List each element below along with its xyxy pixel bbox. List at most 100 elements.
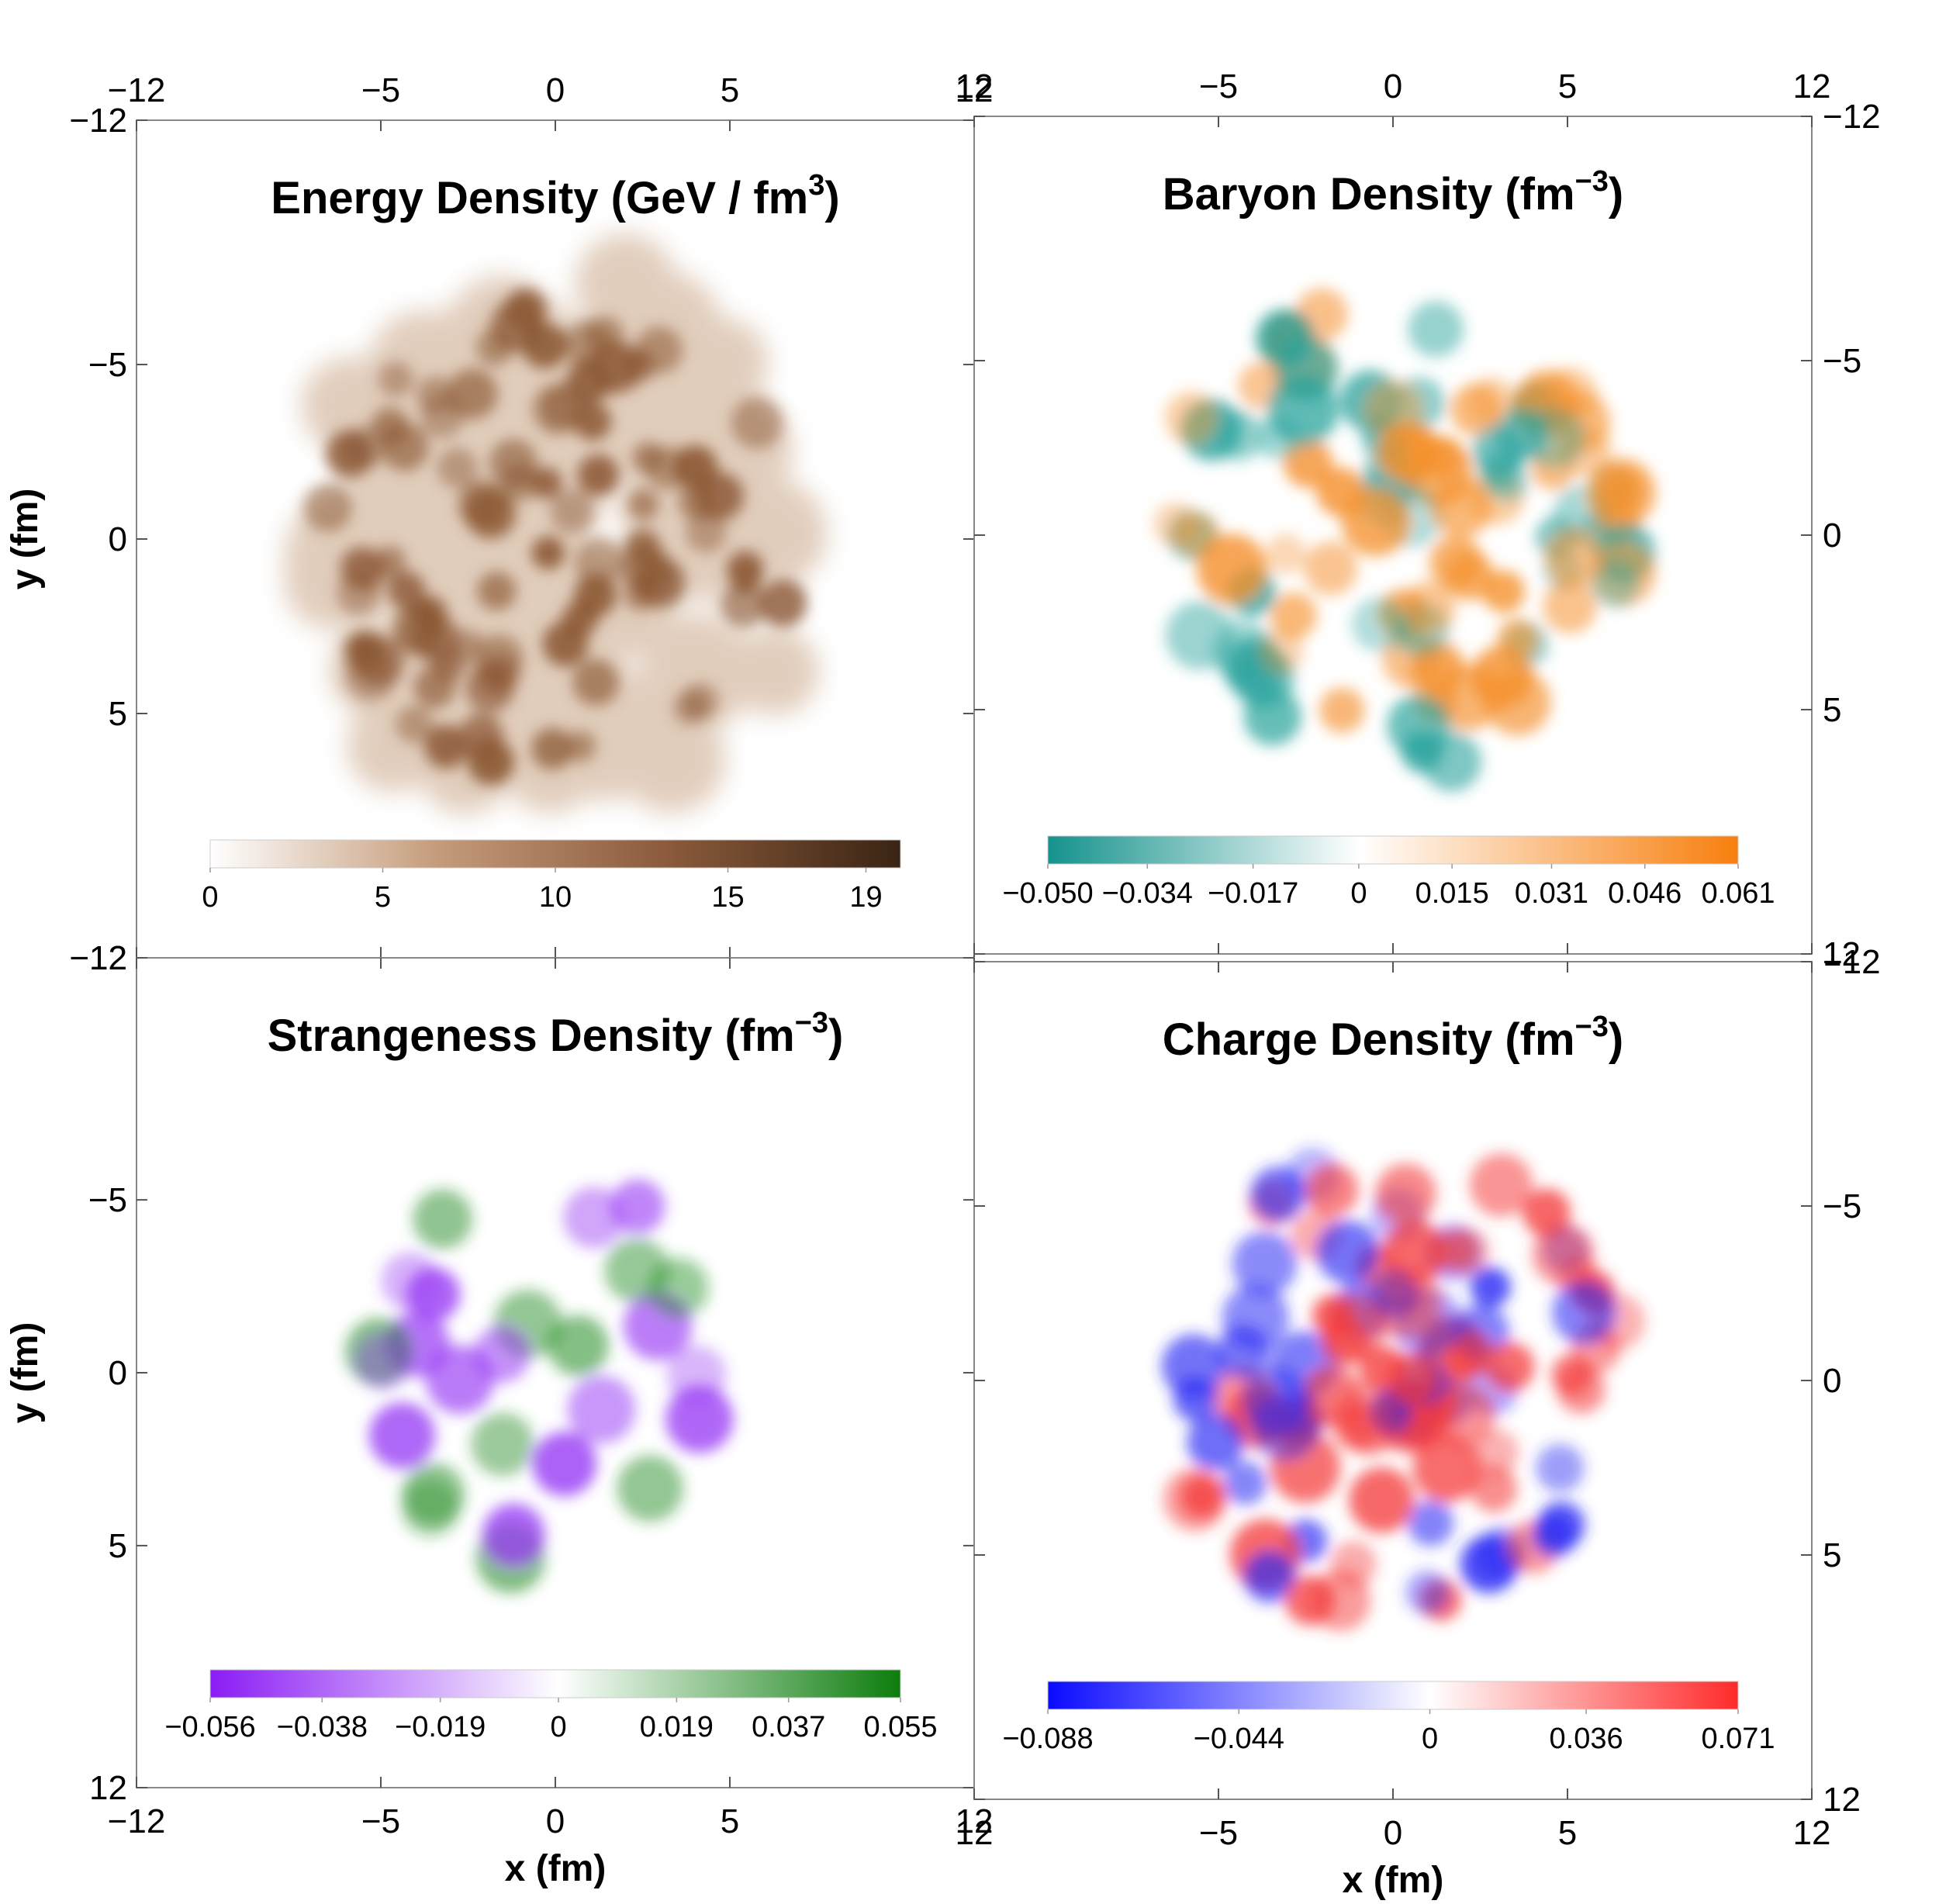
density-blob	[1275, 337, 1339, 401]
x-tick-label: −5	[1199, 67, 1238, 105]
density-blob	[665, 1385, 734, 1453]
density-blob	[1551, 1280, 1616, 1345]
hotspot	[303, 483, 352, 532]
density-blob	[1408, 301, 1464, 358]
density-blob	[1305, 1163, 1359, 1217]
x-tick-label: −12	[108, 71, 166, 109]
density-blob	[1450, 383, 1503, 437]
colorbar-tick-label: −0.017	[1208, 877, 1298, 910]
x-tick-label: 12	[956, 1814, 994, 1852]
density-blob	[1319, 687, 1365, 734]
colorbar-tick-label: 0.055	[863, 1711, 937, 1743]
density-blob	[1187, 1413, 1245, 1471]
density-blob	[1369, 1269, 1417, 1318]
hotspot	[585, 316, 624, 356]
density-blob	[1407, 1499, 1454, 1546]
density-blob	[1243, 687, 1302, 746]
hotspot	[458, 480, 507, 530]
x-tick-label: −5	[361, 71, 400, 109]
y-tick-label: 5	[1823, 691, 1841, 729]
density-blob	[1303, 541, 1358, 596]
hotspot	[759, 579, 807, 627]
density-blob	[1165, 391, 1218, 445]
density-blob	[1250, 1166, 1306, 1222]
hotspot	[577, 454, 620, 496]
density-blob	[567, 1375, 636, 1444]
density-blob	[1433, 1228, 1476, 1272]
density-halo	[731, 627, 819, 716]
y-tick-label: −5	[1823, 342, 1861, 380]
x-tick-label: 12	[956, 71, 994, 109]
hotspot	[521, 322, 568, 369]
hotspot	[420, 395, 464, 438]
y-tick-label: −12	[69, 939, 127, 977]
density-blob	[1412, 1433, 1481, 1503]
density-blob	[1196, 534, 1267, 604]
density-blob	[617, 1455, 683, 1522]
colorbar	[209, 1669, 901, 1698]
density-blob	[1153, 502, 1198, 547]
x-tick-label: −5	[1199, 1814, 1238, 1852]
y-tick-label: 12	[89, 939, 127, 977]
density-blob	[1173, 1377, 1218, 1422]
density-blob	[1330, 1540, 1377, 1588]
density-blob	[471, 1412, 534, 1477]
hotspot	[459, 714, 503, 758]
density-blob	[482, 1503, 545, 1567]
density-blob	[1599, 468, 1642, 511]
panel-title: Charge Density (fm−3)	[1163, 1011, 1623, 1065]
density-blob	[1470, 1465, 1518, 1513]
density-blob	[1545, 528, 1604, 587]
hotspot	[572, 658, 620, 706]
colorbar-tick-label: 0	[202, 881, 218, 914]
density-blob	[1447, 1332, 1494, 1377]
x-axis-title: x (fm)	[1343, 1860, 1444, 1901]
y-tick-label: −5	[88, 1181, 127, 1219]
hotspot	[474, 634, 524, 684]
colorbar-tick-label: −0.038	[277, 1711, 368, 1743]
colorbar-tick-label: 10	[539, 881, 572, 914]
panel-title: Energy Density (GeV / fm3)	[271, 169, 839, 223]
colorbar-tick-label: 0	[1422, 1723, 1438, 1755]
hotspot	[731, 396, 783, 449]
density-field	[1153, 288, 1657, 792]
hotspot	[627, 489, 659, 520]
colorbar-tick-label: −0.019	[395, 1711, 486, 1743]
y-tick-label: 12	[1823, 1781, 1861, 1819]
colorbar-tick-label: 0.071	[1701, 1723, 1775, 1755]
density-blob	[1341, 487, 1410, 557]
density-blob	[1402, 581, 1456, 634]
colorbar-tick-label: 0.015	[1415, 877, 1489, 910]
density-blob	[1537, 1501, 1585, 1550]
hotspot	[531, 467, 562, 499]
hotspot	[477, 571, 517, 611]
hotspot	[550, 489, 595, 534]
density-blob	[1405, 1570, 1450, 1615]
hotspot	[345, 631, 378, 665]
density-blob	[1470, 645, 1533, 709]
density-blob	[473, 1325, 531, 1383]
colorbar-tick-label: −0.044	[1194, 1723, 1284, 1755]
x-tick-label: 5	[1558, 1814, 1577, 1852]
y-tick-label: 5	[109, 695, 127, 733]
density-blob	[1351, 596, 1407, 652]
density-blob	[1232, 1231, 1298, 1297]
density-field	[1161, 1147, 1646, 1632]
density-blob	[548, 1315, 609, 1377]
x-tick-label: 0	[1384, 67, 1402, 105]
hotspot	[685, 512, 727, 553]
density-blob	[1470, 1266, 1511, 1308]
x-tick-label: 0	[546, 71, 565, 109]
density-blob	[1433, 1384, 1495, 1446]
hotspot	[387, 571, 426, 610]
density-blob	[1472, 425, 1525, 478]
panel-title: Baryon Density (fm−3)	[1163, 165, 1623, 219]
colorbar-tick-label: 19	[849, 881, 882, 914]
y-axis-title: y (fm)	[5, 1322, 46, 1424]
hotspot	[424, 724, 468, 769]
hotspot	[531, 727, 574, 770]
density-field	[345, 1179, 734, 1593]
density-halo	[641, 613, 757, 730]
panel-title: Strangeness Density (fm−3)	[268, 1007, 844, 1061]
